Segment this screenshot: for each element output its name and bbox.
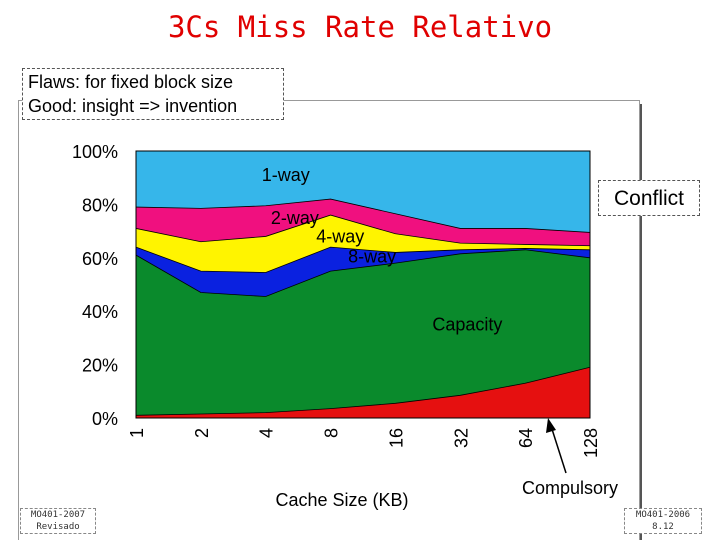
compulsory-arrow-line bbox=[550, 425, 567, 474]
x-tick-label: 8 bbox=[322, 428, 342, 438]
y-tick-label: 40% bbox=[82, 302, 118, 322]
footer-right-course: MO401-2006 bbox=[635, 510, 691, 520]
boundary-line-8-way bbox=[135, 246, 591, 273]
y-tick-label: 0% bbox=[92, 409, 118, 429]
x-axis-label: Cache Size (KB) bbox=[275, 490, 408, 510]
note-line-good: Good: insight => invention bbox=[28, 96, 238, 116]
x-tick-label: 128 bbox=[581, 428, 601, 458]
slide-title: 3Cs Miss Rate Relativo bbox=[167, 10, 553, 44]
area-8-way bbox=[136, 247, 590, 297]
footer-left-note: Revisado bbox=[36, 522, 80, 532]
y-tick-label: 60% bbox=[82, 249, 118, 269]
region-label-2-way: 2-way bbox=[271, 208, 319, 228]
x-tick-label: 64 bbox=[516, 428, 536, 448]
y-tick-label: 20% bbox=[82, 356, 118, 376]
region-label-8-way: 8-way bbox=[348, 246, 396, 266]
compulsory-arrow-head bbox=[546, 418, 556, 433]
boundary-line-compulsory bbox=[135, 366, 591, 416]
compulsory-label: Compulsory bbox=[522, 478, 618, 498]
region-label-capacity: Capacity bbox=[432, 315, 502, 335]
x-tick-label: 32 bbox=[451, 428, 471, 448]
footer-left-course: MO401-2007 bbox=[30, 510, 86, 520]
plot-border bbox=[135, 150, 591, 419]
footer-left: MO401-2007 Revisado bbox=[20, 508, 96, 534]
conflict-label: Conflict bbox=[598, 180, 700, 216]
y-tick-label: 80% bbox=[82, 195, 118, 215]
region-label-4-way: 4-way bbox=[316, 226, 364, 246]
area-1-way bbox=[136, 151, 590, 233]
y-tick-label: 100% bbox=[72, 142, 118, 162]
x-tick-label: 2 bbox=[192, 428, 212, 438]
x-tick-label: 4 bbox=[257, 428, 277, 438]
area-capacity bbox=[136, 249, 590, 416]
content-frame bbox=[18, 100, 640, 540]
note-line-flaws: Flaws: for fixed block size bbox=[28, 72, 234, 92]
area-4-way bbox=[136, 215, 590, 273]
x-tick-label: 16 bbox=[386, 428, 406, 448]
footer-right: MO401-2006 8.12 bbox=[624, 508, 702, 534]
boundary-line-capacity bbox=[135, 249, 591, 297]
region-label-1-way: 1-way bbox=[262, 165, 310, 185]
area-compulsory bbox=[136, 367, 590, 418]
y-axis-ticks: 0% 20% 40% 60% 80% 100% bbox=[72, 142, 118, 429]
area-2-way bbox=[136, 199, 590, 246]
x-tick-label: 1 bbox=[127, 428, 147, 438]
content-frame-shadow bbox=[640, 104, 642, 540]
note-box: Flaws: for fixed block size Good: insigh… bbox=[22, 68, 284, 120]
boundary-line-4-way bbox=[135, 214, 591, 247]
chart-areas bbox=[135, 150, 591, 419]
boundary-line-2-way bbox=[135, 198, 591, 233]
x-axis-ticks: 1 2 4 8 16 32 64 128 bbox=[127, 428, 601, 458]
footer-right-page: 8.12 bbox=[652, 522, 674, 532]
